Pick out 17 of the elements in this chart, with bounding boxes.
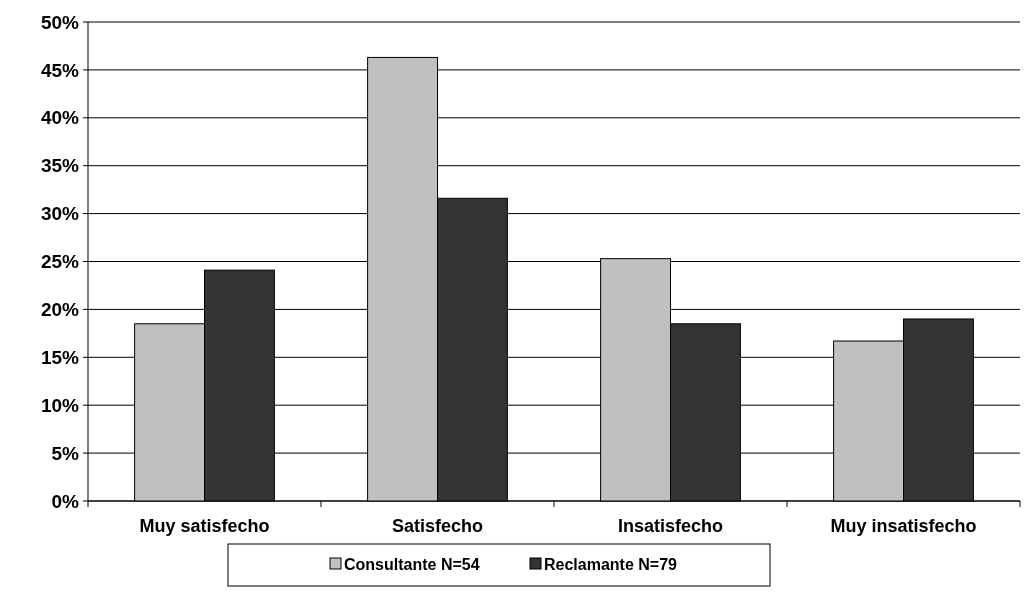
y-tick-label: 25%	[40, 251, 80, 273]
y-tick-label: 20%	[40, 299, 80, 321]
x-tick-label: Insatisfecho	[617, 516, 724, 536]
y-tick-label: 15%	[40, 346, 80, 368]
y-tick-label: 0%	[51, 490, 80, 512]
legend-label: Reclamante N=79	[544, 555, 678, 573]
y-tick-label: 50%	[40, 11, 80, 33]
x-tick-label: Muy satisfecho	[139, 516, 270, 536]
y-tick-label: 10%	[40, 394, 80, 416]
legend-label: Consultante N=54	[344, 555, 480, 573]
y-tick-label: 45%	[40, 59, 80, 81]
y-tick-label: 30%	[40, 203, 80, 225]
x-tick-label: Muy insatisfecho	[830, 516, 977, 536]
y-tick-label: 40%	[40, 107, 80, 129]
y-tick-label: 5%	[51, 442, 80, 464]
y-tick-label: 35%	[40, 155, 80, 177]
x-tick-label: Satisfecho	[391, 516, 484, 536]
